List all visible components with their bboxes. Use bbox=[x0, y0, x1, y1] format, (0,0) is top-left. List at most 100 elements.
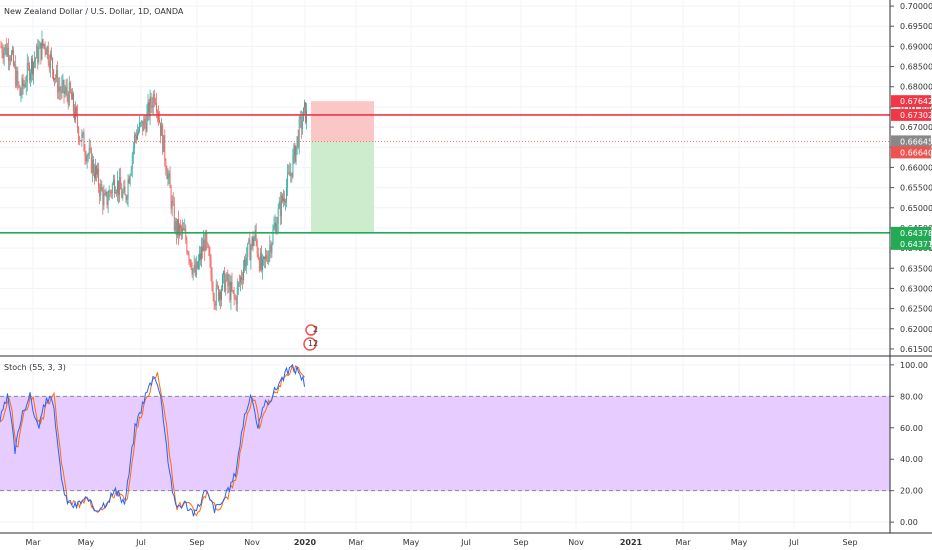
candle-body bbox=[9, 59, 10, 61]
price-tick-label: 0.62500 bbox=[900, 305, 932, 314]
candle-body bbox=[225, 279, 227, 292]
candle-body bbox=[80, 140, 82, 142]
candle-body bbox=[294, 145, 296, 162]
level-price-label: 0.64378 bbox=[900, 229, 932, 238]
candle-body bbox=[7, 47, 9, 61]
candle-body bbox=[77, 113, 79, 128]
candle-body bbox=[3, 50, 5, 58]
candle-body bbox=[283, 198, 284, 202]
candle-body bbox=[14, 64, 16, 66]
candle-body bbox=[78, 127, 80, 140]
candle-body bbox=[104, 194, 106, 195]
stochastic-panel bbox=[0, 363, 890, 517]
candle-body bbox=[287, 172, 289, 187]
candle-body bbox=[128, 179, 130, 184]
candle-body bbox=[115, 192, 116, 194]
candle-body bbox=[1, 47, 3, 54]
candle-body bbox=[132, 147, 134, 156]
time-tick-label: May bbox=[403, 538, 420, 547]
candle-body bbox=[232, 290, 234, 292]
candle-body bbox=[172, 200, 174, 204]
candle-body bbox=[175, 220, 177, 236]
price-badge-label: 0.66640 bbox=[900, 148, 932, 157]
earnings-event-icon[interactable] bbox=[305, 324, 317, 336]
candle-body bbox=[152, 94, 154, 108]
stoch-tick-label: 0.00 bbox=[900, 518, 918, 527]
candle-body bbox=[81, 133, 83, 142]
candle-body bbox=[161, 124, 163, 136]
candle-body bbox=[26, 62, 28, 83]
candle-body bbox=[106, 191, 108, 205]
price-badge bbox=[891, 237, 931, 250]
candle-body bbox=[5, 44, 7, 56]
time-axis[interactable]: Mar May Jul Sep Nov 2020 Mar May Jul Sep Nov 2021 Ma… bbox=[25, 538, 857, 547]
candle-body bbox=[153, 94, 155, 103]
candle-body bbox=[139, 122, 140, 131]
level-price-badge bbox=[891, 108, 931, 121]
candle-body bbox=[10, 59, 11, 61]
candle-body bbox=[241, 277, 242, 280]
candle-body bbox=[266, 255, 268, 260]
candle-body bbox=[145, 123, 147, 132]
candle-body bbox=[11, 52, 12, 60]
candle-body bbox=[63, 80, 65, 94]
candle-body bbox=[146, 111, 148, 132]
candle-body bbox=[263, 256, 264, 259]
level-price-badge bbox=[891, 226, 931, 239]
candle-body bbox=[79, 139, 81, 141]
candle-body bbox=[222, 275, 223, 290]
time-tick-label: Jul bbox=[460, 538, 471, 547]
time-tick-label: Nov bbox=[244, 538, 260, 547]
candle-body bbox=[151, 105, 153, 108]
price-badge bbox=[891, 135, 931, 148]
candle-body bbox=[138, 130, 139, 134]
candle-body bbox=[252, 237, 254, 246]
candle-body bbox=[226, 273, 228, 280]
candle-body bbox=[126, 197, 128, 200]
dividends-event-icon[interactable] bbox=[303, 337, 317, 351]
candle-body bbox=[297, 136, 299, 147]
stoch-tick-label: 100.00 bbox=[900, 361, 928, 370]
candle-body bbox=[112, 179, 114, 185]
events-marker[interactable]: 2 12 bbox=[303, 324, 318, 351]
time-tick-label: May bbox=[78, 538, 95, 547]
position-zones bbox=[311, 101, 374, 233]
candle-body bbox=[282, 195, 283, 202]
candle-body bbox=[183, 228, 185, 231]
candle-body bbox=[216, 284, 218, 287]
candle-body bbox=[31, 58, 32, 73]
price-badges: 0.67302 0.64378 0.67642 0.66645 0.66640 0.643… bbox=[891, 95, 932, 250]
candle-body bbox=[57, 70, 59, 93]
candle-body bbox=[170, 187, 172, 209]
candle-body bbox=[55, 77, 56, 79]
candle-body bbox=[90, 149, 92, 173]
candle-body bbox=[98, 168, 100, 188]
candle-body bbox=[191, 268, 193, 275]
take-profit-zone[interactable] bbox=[311, 141, 374, 233]
candle-body bbox=[114, 179, 115, 194]
candle-body bbox=[88, 148, 90, 156]
candle-body bbox=[144, 119, 146, 124]
candle-body bbox=[12, 49, 13, 53]
candle-body bbox=[246, 256, 248, 267]
candlestick-series bbox=[0, 30, 307, 312]
candle-body bbox=[211, 274, 213, 290]
candle-body bbox=[40, 42, 42, 60]
candle-body bbox=[46, 46, 48, 55]
candle-body bbox=[237, 282, 239, 287]
price-tick-label: 0.69500 bbox=[900, 22, 932, 31]
candle-body bbox=[150, 96, 152, 106]
candle-body bbox=[48, 62, 50, 69]
candle-body bbox=[51, 53, 52, 58]
candle-body bbox=[85, 156, 87, 162]
candle-body bbox=[215, 284, 217, 306]
candle-body bbox=[304, 102, 305, 108]
candle-body bbox=[125, 195, 127, 200]
candle-body bbox=[207, 243, 209, 246]
horizontal-levels[interactable] bbox=[0, 114, 890, 234]
indicator-label: Stoch (55, 3, 3) bbox=[4, 363, 66, 372]
stop-loss-zone[interactable] bbox=[311, 101, 374, 142]
candle-body bbox=[270, 244, 272, 253]
price-badge-label: 0.64371 bbox=[900, 240, 932, 249]
